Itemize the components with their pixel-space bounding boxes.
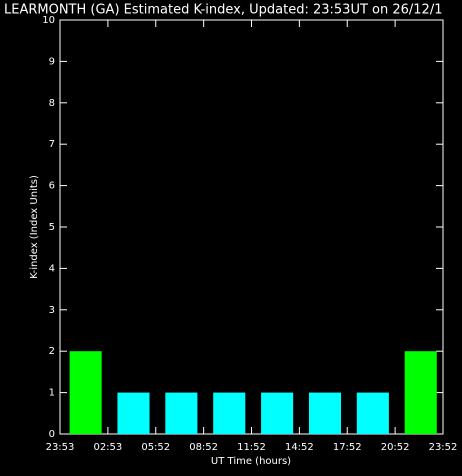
x-tick-label: 23:53 <box>46 442 75 453</box>
y-tick-label: 8 <box>49 98 55 109</box>
y-axis-label: K-index (Index Units) <box>29 175 40 279</box>
x-tick-label: 17:52 <box>333 442 362 453</box>
x-tick-label: 08:52 <box>189 442 218 453</box>
bar <box>69 351 102 434</box>
y-tick-label: 4 <box>49 263 55 274</box>
bar <box>165 392 198 434</box>
x-tick-label: 02:53 <box>93 442 122 453</box>
y-tick-label: 2 <box>49 346 55 357</box>
bar <box>404 351 437 434</box>
y-tick-label: 9 <box>49 56 55 67</box>
bar <box>213 392 246 434</box>
bar <box>308 392 342 434</box>
x-tick-label: 05:52 <box>141 442 170 453</box>
chart-title: LEARMONTH (GA) Estimated K-index, Update… <box>4 3 442 18</box>
bar <box>117 392 150 434</box>
plot-frame <box>59 19 444 435</box>
y-tick-label: 7 <box>49 139 55 150</box>
x-tick-label: 20:52 <box>381 442 410 453</box>
y-tick-label: 10 <box>42 15 55 26</box>
y-tick-label: 6 <box>49 181 55 192</box>
y-tick-label: 5 <box>49 222 55 233</box>
x-tick-label: 11:52 <box>237 442 266 453</box>
y-tick-label: 3 <box>49 305 55 316</box>
y-tick-label: 1 <box>49 388 55 399</box>
bar <box>356 392 389 434</box>
y-tick-label: 0 <box>49 429 55 440</box>
bar <box>261 392 294 434</box>
x-axis-label: UT Time (hours) <box>211 456 291 467</box>
x-tick-label: 23:52 <box>429 442 458 453</box>
x-tick-label: 14:52 <box>285 442 314 453</box>
